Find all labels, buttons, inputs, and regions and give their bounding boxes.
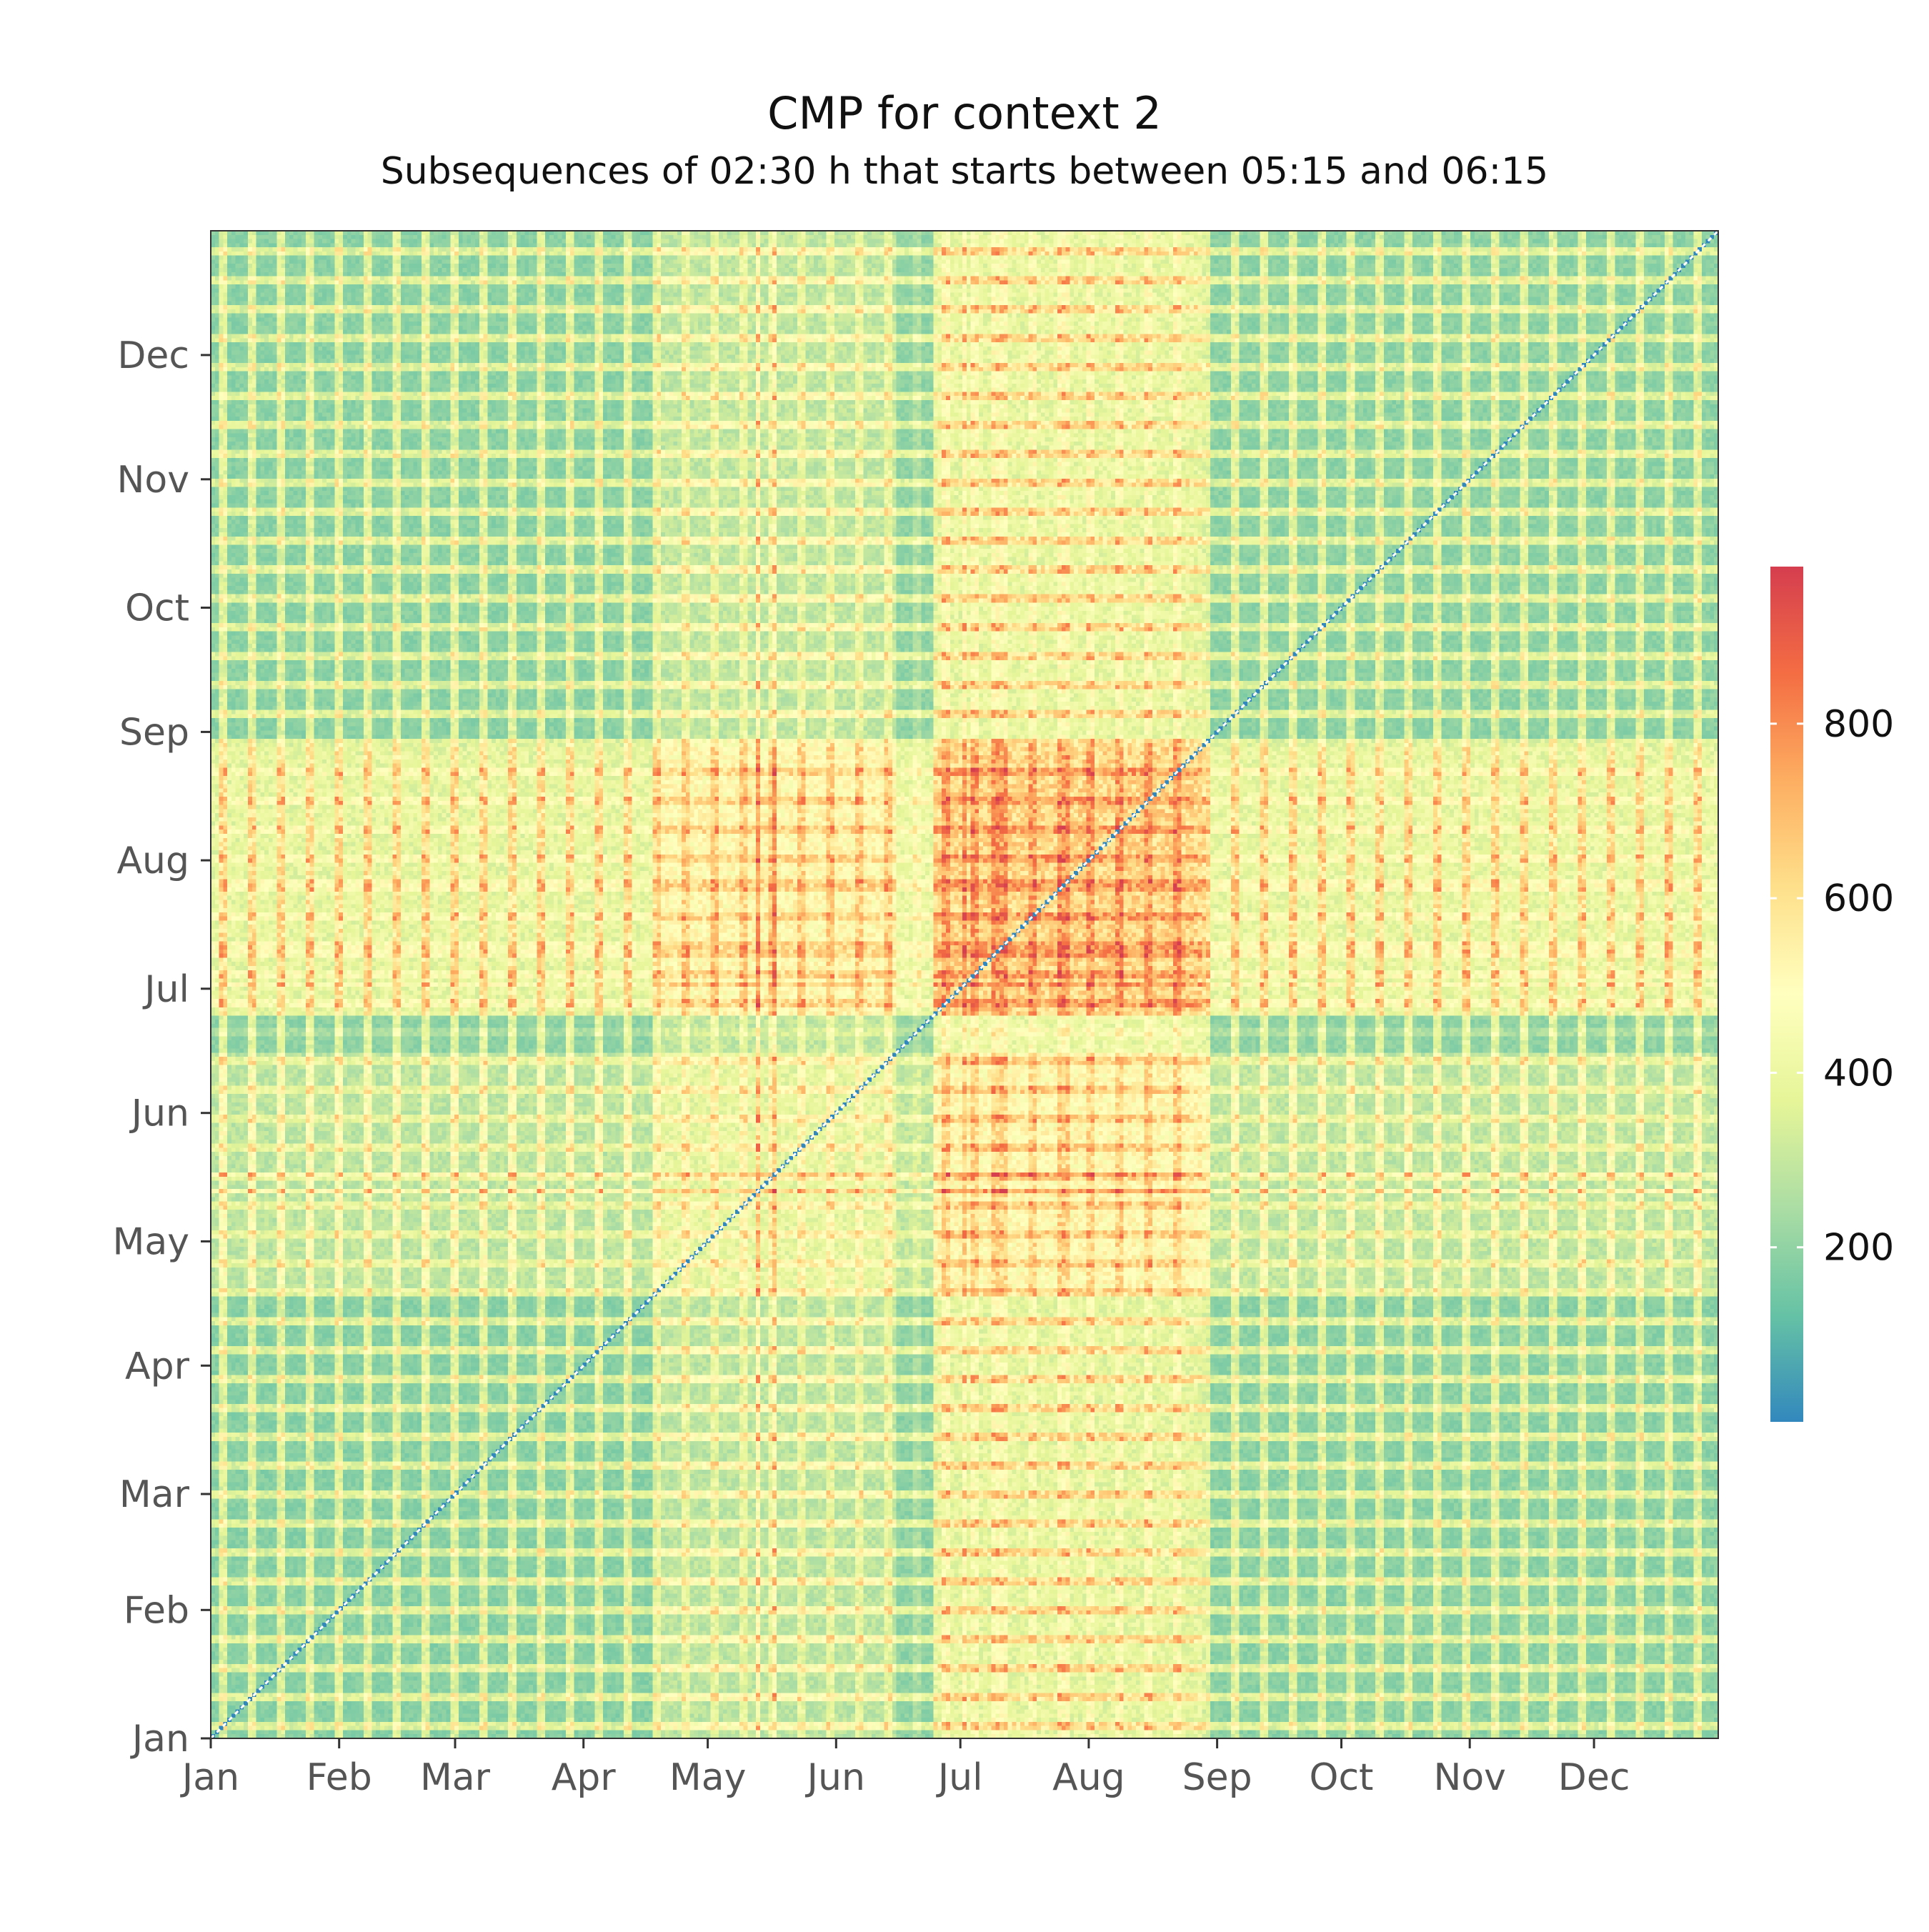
- x-tick-label: May: [669, 1756, 747, 1799]
- y-tick-label: Nov: [117, 459, 190, 502]
- chart-title: CMP for context 2: [767, 87, 1162, 139]
- y-axis: Jan Feb Mar Apr May Jun Jul Aug Sep Oct Nov Dec: [112, 334, 211, 1761]
- y-tick-label: Jun: [129, 1092, 189, 1135]
- x-tick-label: Jul: [936, 1756, 983, 1799]
- y-tick-label: Sep: [119, 711, 189, 754]
- y-tick-label: Apr: [125, 1345, 190, 1388]
- y-tick-label: Aug: [116, 840, 189, 882]
- diagonal-line: [209, 229, 1720, 1740]
- y-tick-label: Mar: [119, 1473, 190, 1516]
- x-tick-label: Sep: [1182, 1756, 1252, 1799]
- colorbar-ticks: 200 400 600 800: [1770, 703, 1894, 1270]
- colorbar-tick-label: 400: [1823, 1052, 1894, 1095]
- colorbar-tick-label: 800: [1823, 703, 1894, 746]
- x-tick-label: Jun: [805, 1756, 865, 1799]
- diagonal-self-match: [209, 229, 1720, 1740]
- x-tick-label: Oct: [1310, 1756, 1374, 1799]
- plot-frame: [210, 230, 1719, 1739]
- y-tick-label: Dec: [117, 334, 189, 377]
- y-tick-label: Feb: [124, 1589, 189, 1632]
- x-tick-label: Nov: [1433, 1756, 1506, 1799]
- colorbar-tick-label: 600: [1823, 877, 1894, 920]
- x-tick-label: Jan: [180, 1756, 239, 1799]
- y-tick-label: May: [112, 1220, 189, 1263]
- y-tick-label: Jan: [130, 1718, 189, 1761]
- colorbar-tick-label: 200: [1823, 1227, 1894, 1270]
- x-tick-label: Dec: [1558, 1756, 1630, 1799]
- y-tick-label: Oct: [125, 587, 189, 630]
- x-tick-label: Mar: [420, 1756, 491, 1799]
- x-tick-label: Apr: [552, 1756, 617, 1799]
- chart-subtitle: Subsequences of 02:30 h that starts betw…: [380, 150, 1549, 193]
- x-axis: Jan Feb Mar Apr May Jun Jul Aug Sep Oct Nov Dec: [180, 1738, 1630, 1799]
- colorbar: 200 400 600 800: [1770, 567, 1894, 1422]
- x-tick-label: Aug: [1052, 1756, 1125, 1799]
- colorbar-gradient: [1770, 567, 1803, 1422]
- y-tick-label: Jul: [142, 968, 189, 1011]
- x-tick-label: Feb: [306, 1756, 372, 1799]
